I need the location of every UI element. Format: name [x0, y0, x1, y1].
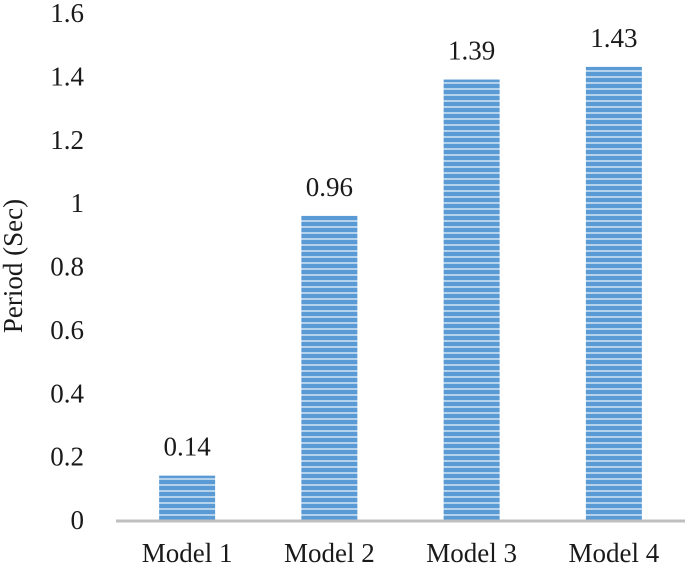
y-tick-label: 1: [71, 188, 85, 218]
y-tick-label: 0.4: [50, 378, 84, 408]
category-label: Model 4: [569, 538, 660, 568]
bar: [159, 475, 216, 520]
bar: [301, 215, 358, 521]
bar: [443, 79, 500, 520]
bars-group: [159, 66, 642, 521]
y-tick-label: 1.2: [50, 125, 84, 155]
data-label: 1.39: [448, 36, 495, 66]
category-label: Model 1: [142, 538, 233, 568]
y-tick-label: 0.2: [50, 442, 84, 472]
y-tick-label: 1.4: [50, 61, 84, 91]
category-label: Model 2: [284, 538, 375, 568]
y-tick-label: 0.6: [50, 315, 84, 345]
y-tick-label: 0: [71, 505, 85, 535]
y-tick-label: 0.8: [50, 252, 84, 282]
data-label: 0.14: [164, 432, 212, 462]
data-labels-group: 0.14 0.96 1.39 1.43: [164, 23, 638, 462]
y-axis-ticks: 0 0.2 0.4 0.6 0.8 1 1.2 1.4 1.6: [50, 0, 84, 535]
category-labels: Model 1 Model 2 Model 3 Model 4: [142, 538, 660, 568]
category-label: Model 3: [426, 538, 517, 568]
data-label: 0.96: [306, 172, 353, 202]
data-label: 1.43: [590, 23, 637, 53]
bar: [585, 66, 642, 521]
y-axis-title: Period (Sec): [0, 199, 28, 333]
y-tick-label: 1.6: [50, 0, 84, 28]
